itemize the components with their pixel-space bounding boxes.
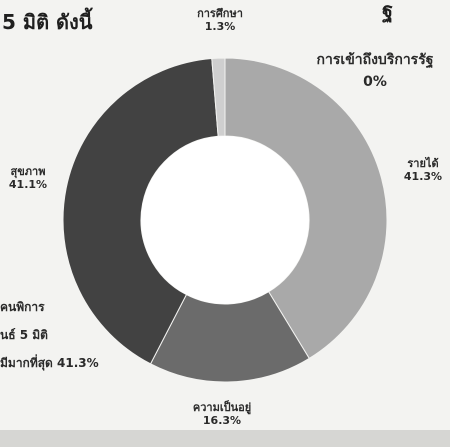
label-health-name: สุขภาพ bbox=[10, 165, 46, 178]
label-gov-access-name: การเข้าถึงบริการรัฐ bbox=[316, 52, 434, 68]
note-line-3: มีมากที่สุด 41.3% bbox=[0, 356, 99, 370]
page-title: 5 มิติ ดังนี้ bbox=[2, 10, 93, 34]
note-line-2: นธ์ 5 มิติ bbox=[0, 328, 48, 342]
label-health: สุขภาพ 41.1% bbox=[0, 165, 56, 191]
label-income-value: 41.3% bbox=[403, 169, 443, 183]
label-living-value: 16.3% bbox=[202, 413, 242, 427]
cropped-text-fragment: ฐ bbox=[382, 0, 394, 22]
label-education: การศึกษา 1.3% bbox=[190, 7, 250, 33]
label-education-name: การศึกษา bbox=[197, 7, 243, 20]
label-education-value: 1.3% bbox=[204, 19, 236, 33]
label-income-name: รายได้ bbox=[407, 157, 439, 170]
label-gov-access-value: 0% bbox=[363, 74, 387, 91]
page-edge-strip bbox=[0, 430, 450, 447]
donut-hole bbox=[141, 136, 309, 304]
label-gov-access: การเข้าถึงบริการรัฐ 0% bbox=[300, 52, 450, 90]
note-line-1: คนพิการ bbox=[0, 300, 45, 314]
label-living-name: ความเป็นอยู่ bbox=[192, 401, 252, 414]
label-living: ความเป็นอยู่ 16.3% bbox=[172, 401, 272, 427]
label-health-value: 41.1% bbox=[8, 177, 48, 191]
label-income: รายได้ 41.3% bbox=[396, 157, 450, 183]
